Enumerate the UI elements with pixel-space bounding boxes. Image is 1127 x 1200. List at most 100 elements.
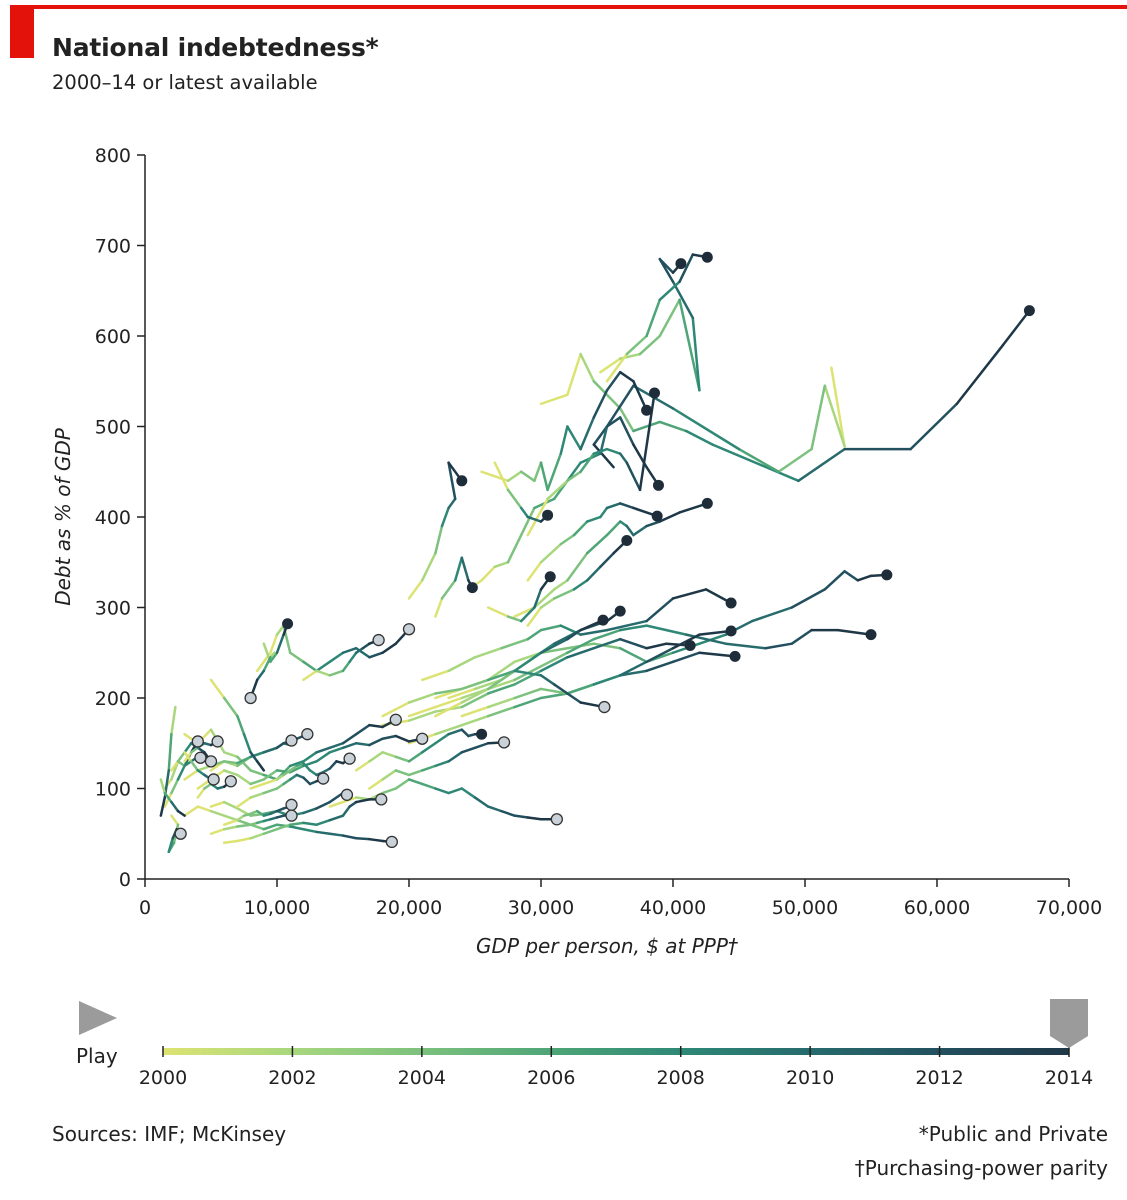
- country-path: [163, 742, 213, 790]
- country-path: [209, 678, 266, 772]
- path-segment: [361, 642, 371, 650]
- path-segment: [797, 447, 846, 483]
- country-path: [407, 461, 464, 600]
- path-segment: [447, 728, 464, 736]
- path-segment: [288, 764, 305, 774]
- path-segment: [480, 565, 497, 582]
- path-segment: [434, 701, 464, 718]
- path-segment: [566, 470, 582, 483]
- path-segment: [394, 734, 411, 743]
- path-segment: [183, 742, 193, 754]
- country-path: [539, 309, 1031, 483]
- path-segment: [519, 470, 536, 483]
- path-segment: [434, 687, 464, 695]
- path-segment: [506, 533, 523, 564]
- timeline-handle[interactable]: [1050, 999, 1088, 1048]
- path-segment: [453, 556, 464, 582]
- path-segment: [170, 778, 180, 795]
- path-segment: [592, 443, 615, 469]
- path-segment: [407, 692, 437, 704]
- path-segment: [183, 805, 200, 817]
- path-segment: [671, 407, 741, 451]
- path-segment: [236, 755, 252, 765]
- path-segment: [275, 624, 285, 636]
- country-path: [209, 791, 349, 817]
- path-segment: [605, 502, 622, 510]
- end-marker-earlier: [301, 728, 314, 741]
- path-segment: [242, 732, 252, 754]
- path-segment: [1001, 309, 1031, 347]
- country-path: [328, 778, 559, 821]
- path-segment: [354, 742, 371, 747]
- end-marker-2014: [614, 605, 626, 617]
- path-segment: [159, 796, 167, 817]
- path-segment: [407, 710, 437, 722]
- path-segment: [249, 791, 266, 799]
- end-marker-earlier: [385, 835, 398, 849]
- end-marker-earlier: [598, 700, 611, 714]
- path-segment: [176, 760, 186, 768]
- path-segment: [638, 391, 656, 492]
- play-button-icon[interactable]: [79, 1001, 117, 1035]
- path-segment: [526, 816, 543, 821]
- end-marker-2014: [597, 614, 609, 626]
- end-marker-earlier: [174, 827, 187, 840]
- path-segment: [196, 787, 206, 799]
- end-marker-2014: [476, 728, 488, 740]
- y-axis-title: Debt as % of GDP: [51, 427, 75, 606]
- country-path: [513, 502, 709, 618]
- path-segment: [546, 452, 563, 492]
- end-marker-earlier: [550, 813, 563, 826]
- timeline-track[interactable]: [163, 1048, 1069, 1055]
- end-marker-earlier: [285, 809, 298, 822]
- path-segment: [434, 787, 450, 795]
- timeline-year-label: 2014: [1045, 1067, 1093, 1089]
- path-segment: [519, 606, 536, 623]
- path-segment: [262, 746, 279, 754]
- country-path: [526, 539, 629, 627]
- x-tick-label: 10,000: [244, 897, 310, 919]
- path-segment: [394, 755, 411, 763]
- path-segment: [843, 570, 860, 582]
- path-segment: [605, 370, 622, 392]
- path-segment: [513, 696, 543, 709]
- path-segment: [434, 696, 464, 709]
- path-segment: [420, 742, 437, 754]
- play-label[interactable]: Play: [76, 1044, 118, 1068]
- path-segment: [420, 764, 437, 772]
- y-tick-label: 600: [95, 326, 131, 348]
- end-marker-earlier: [416, 732, 429, 745]
- path-segment: [599, 506, 609, 519]
- path-segment: [539, 656, 569, 673]
- end-marker-2014: [729, 650, 741, 662]
- path-segment: [236, 837, 252, 843]
- path-segment: [473, 796, 490, 808]
- path-segment: [539, 687, 569, 695]
- path-segment: [486, 683, 516, 695]
- timeline-slider[interactable]: 2000 2002 2004 2006 2008 2010 2012 2014: [79, 999, 1093, 1089]
- path-segment: [579, 416, 596, 451]
- path-segment: [282, 769, 292, 777]
- path-segment: [302, 761, 312, 772]
- path-segment: [328, 760, 338, 770]
- path-segment: [288, 773, 299, 781]
- path-segment: [420, 782, 437, 790]
- path-segment: [460, 787, 477, 799]
- path-segment: [328, 814, 345, 822]
- path-segment: [368, 837, 384, 843]
- y-tick-label: 700: [95, 236, 131, 258]
- end-marker-2014: [725, 625, 737, 637]
- end-marker-2014: [466, 582, 478, 594]
- path-segment: [170, 760, 180, 772]
- path-segment: [176, 751, 186, 763]
- path-segment: [255, 669, 266, 682]
- path-segment: [407, 579, 424, 600]
- path-segment: [275, 823, 292, 831]
- end-marker-2014: [701, 251, 713, 263]
- path-segment: [170, 814, 180, 826]
- end-marker-2014: [544, 571, 556, 583]
- path-segment: [599, 357, 622, 374]
- path-segment: [163, 791, 173, 804]
- path-segment: [486, 696, 516, 709]
- path-segment: [599, 425, 609, 455]
